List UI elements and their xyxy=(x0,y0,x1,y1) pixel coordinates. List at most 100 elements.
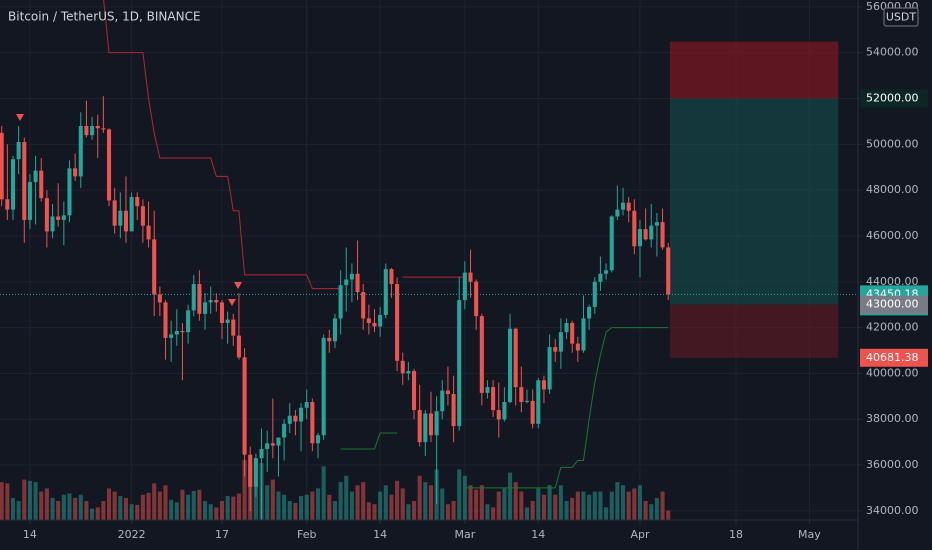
candle-body xyxy=(620,202,626,210)
volume-bar xyxy=(5,483,10,520)
plot-area xyxy=(0,0,858,520)
volume-bar xyxy=(643,501,648,520)
candle-body xyxy=(417,410,422,443)
candle-body xyxy=(541,380,546,390)
y-tick-label: 42000.00 xyxy=(866,321,919,334)
volume-bar xyxy=(349,491,354,520)
volume-bar xyxy=(592,491,597,520)
volume-bar xyxy=(474,489,479,520)
candle-body xyxy=(242,357,247,455)
volume-bar xyxy=(395,480,400,520)
volume-bar xyxy=(423,482,428,520)
volume-bar xyxy=(530,501,535,520)
candle-body xyxy=(564,322,569,333)
volume-bar xyxy=(355,485,360,520)
volume-bar xyxy=(101,501,106,520)
candle-body xyxy=(123,210,128,232)
x-tick-label: Feb xyxy=(297,528,316,541)
candle-body xyxy=(496,410,501,420)
candle-body xyxy=(389,269,394,285)
candle-body xyxy=(440,390,445,412)
stop-line xyxy=(340,432,398,450)
candle-body xyxy=(361,292,366,319)
volume-bar xyxy=(553,494,558,520)
volume-bar xyxy=(491,507,496,520)
volume-bar xyxy=(208,504,213,520)
y-tick-label: 46000.00 xyxy=(866,229,919,242)
volume-bar xyxy=(581,491,586,520)
volume-bar xyxy=(400,488,405,520)
volume-bar xyxy=(106,488,112,520)
volume-bar xyxy=(440,488,445,520)
signal-marker xyxy=(16,114,24,121)
currency-box xyxy=(883,7,919,27)
candle-body xyxy=(276,437,281,446)
candle-body xyxy=(231,319,236,336)
stop-line xyxy=(103,0,341,290)
candle-body xyxy=(637,229,643,247)
volume-bar xyxy=(637,485,643,520)
candle-body xyxy=(259,448,264,459)
candle-body xyxy=(304,402,309,408)
volume-bar xyxy=(417,475,422,520)
x-tick-label: 18 xyxy=(729,528,743,541)
volume-bar xyxy=(575,491,580,520)
candle-body xyxy=(287,415,292,424)
x-tick-label: 2022 xyxy=(118,528,146,541)
candle-body xyxy=(27,182,32,220)
volume-bar xyxy=(33,482,38,520)
candle-body xyxy=(84,125,89,136)
candle-body xyxy=(649,225,654,240)
volume-bar xyxy=(604,507,609,520)
volume-bar xyxy=(123,497,128,520)
position-box xyxy=(669,41,839,99)
candle-body xyxy=(169,334,174,338)
candle-body xyxy=(225,319,230,323)
volume-bar xyxy=(299,496,304,520)
volume-bar xyxy=(502,488,507,520)
candle-body xyxy=(73,168,78,177)
candle-body xyxy=(434,411,439,436)
candle-body xyxy=(310,402,315,444)
volume-bar xyxy=(78,494,83,520)
candle-body xyxy=(219,302,225,323)
volume-bar xyxy=(287,501,292,520)
candle-body xyxy=(485,387,490,393)
volume-bar xyxy=(457,469,462,520)
y-tick-label: 34000.00 xyxy=(866,504,919,517)
volume-bar xyxy=(157,491,162,520)
volume-bar xyxy=(485,504,490,520)
candle-body xyxy=(502,402,507,420)
candle-body xyxy=(338,285,343,319)
candle-body xyxy=(174,331,179,335)
candle-body xyxy=(332,318,337,342)
candle-body xyxy=(474,281,479,317)
volume-bar xyxy=(95,507,100,520)
volume-bar xyxy=(609,491,614,520)
volume-bar xyxy=(112,491,117,520)
volume-bar xyxy=(666,510,671,520)
candle-body xyxy=(44,198,49,232)
candle-body xyxy=(428,413,434,436)
y-tick-label: 44000.00 xyxy=(866,275,919,288)
volume-bar xyxy=(508,472,513,520)
volume-bar xyxy=(541,494,546,520)
volume-bar xyxy=(265,485,270,520)
volume-bar xyxy=(214,507,219,520)
candle-body xyxy=(575,343,580,351)
candle-body xyxy=(366,318,371,323)
volume-bar xyxy=(293,502,298,520)
candle-body xyxy=(90,125,95,136)
y-tick-label: 54000.00 xyxy=(866,46,919,59)
volume-bar xyxy=(152,483,157,520)
volume-bar xyxy=(39,491,44,520)
volume-bar xyxy=(524,507,530,520)
volume-bar xyxy=(73,497,78,520)
volume-bar xyxy=(242,460,247,520)
candle-body xyxy=(598,273,603,282)
volume-bar xyxy=(84,501,89,520)
candle-body xyxy=(163,302,168,338)
candle-body xyxy=(101,128,106,130)
candle-body xyxy=(321,337,326,436)
volume-bar xyxy=(163,485,168,520)
